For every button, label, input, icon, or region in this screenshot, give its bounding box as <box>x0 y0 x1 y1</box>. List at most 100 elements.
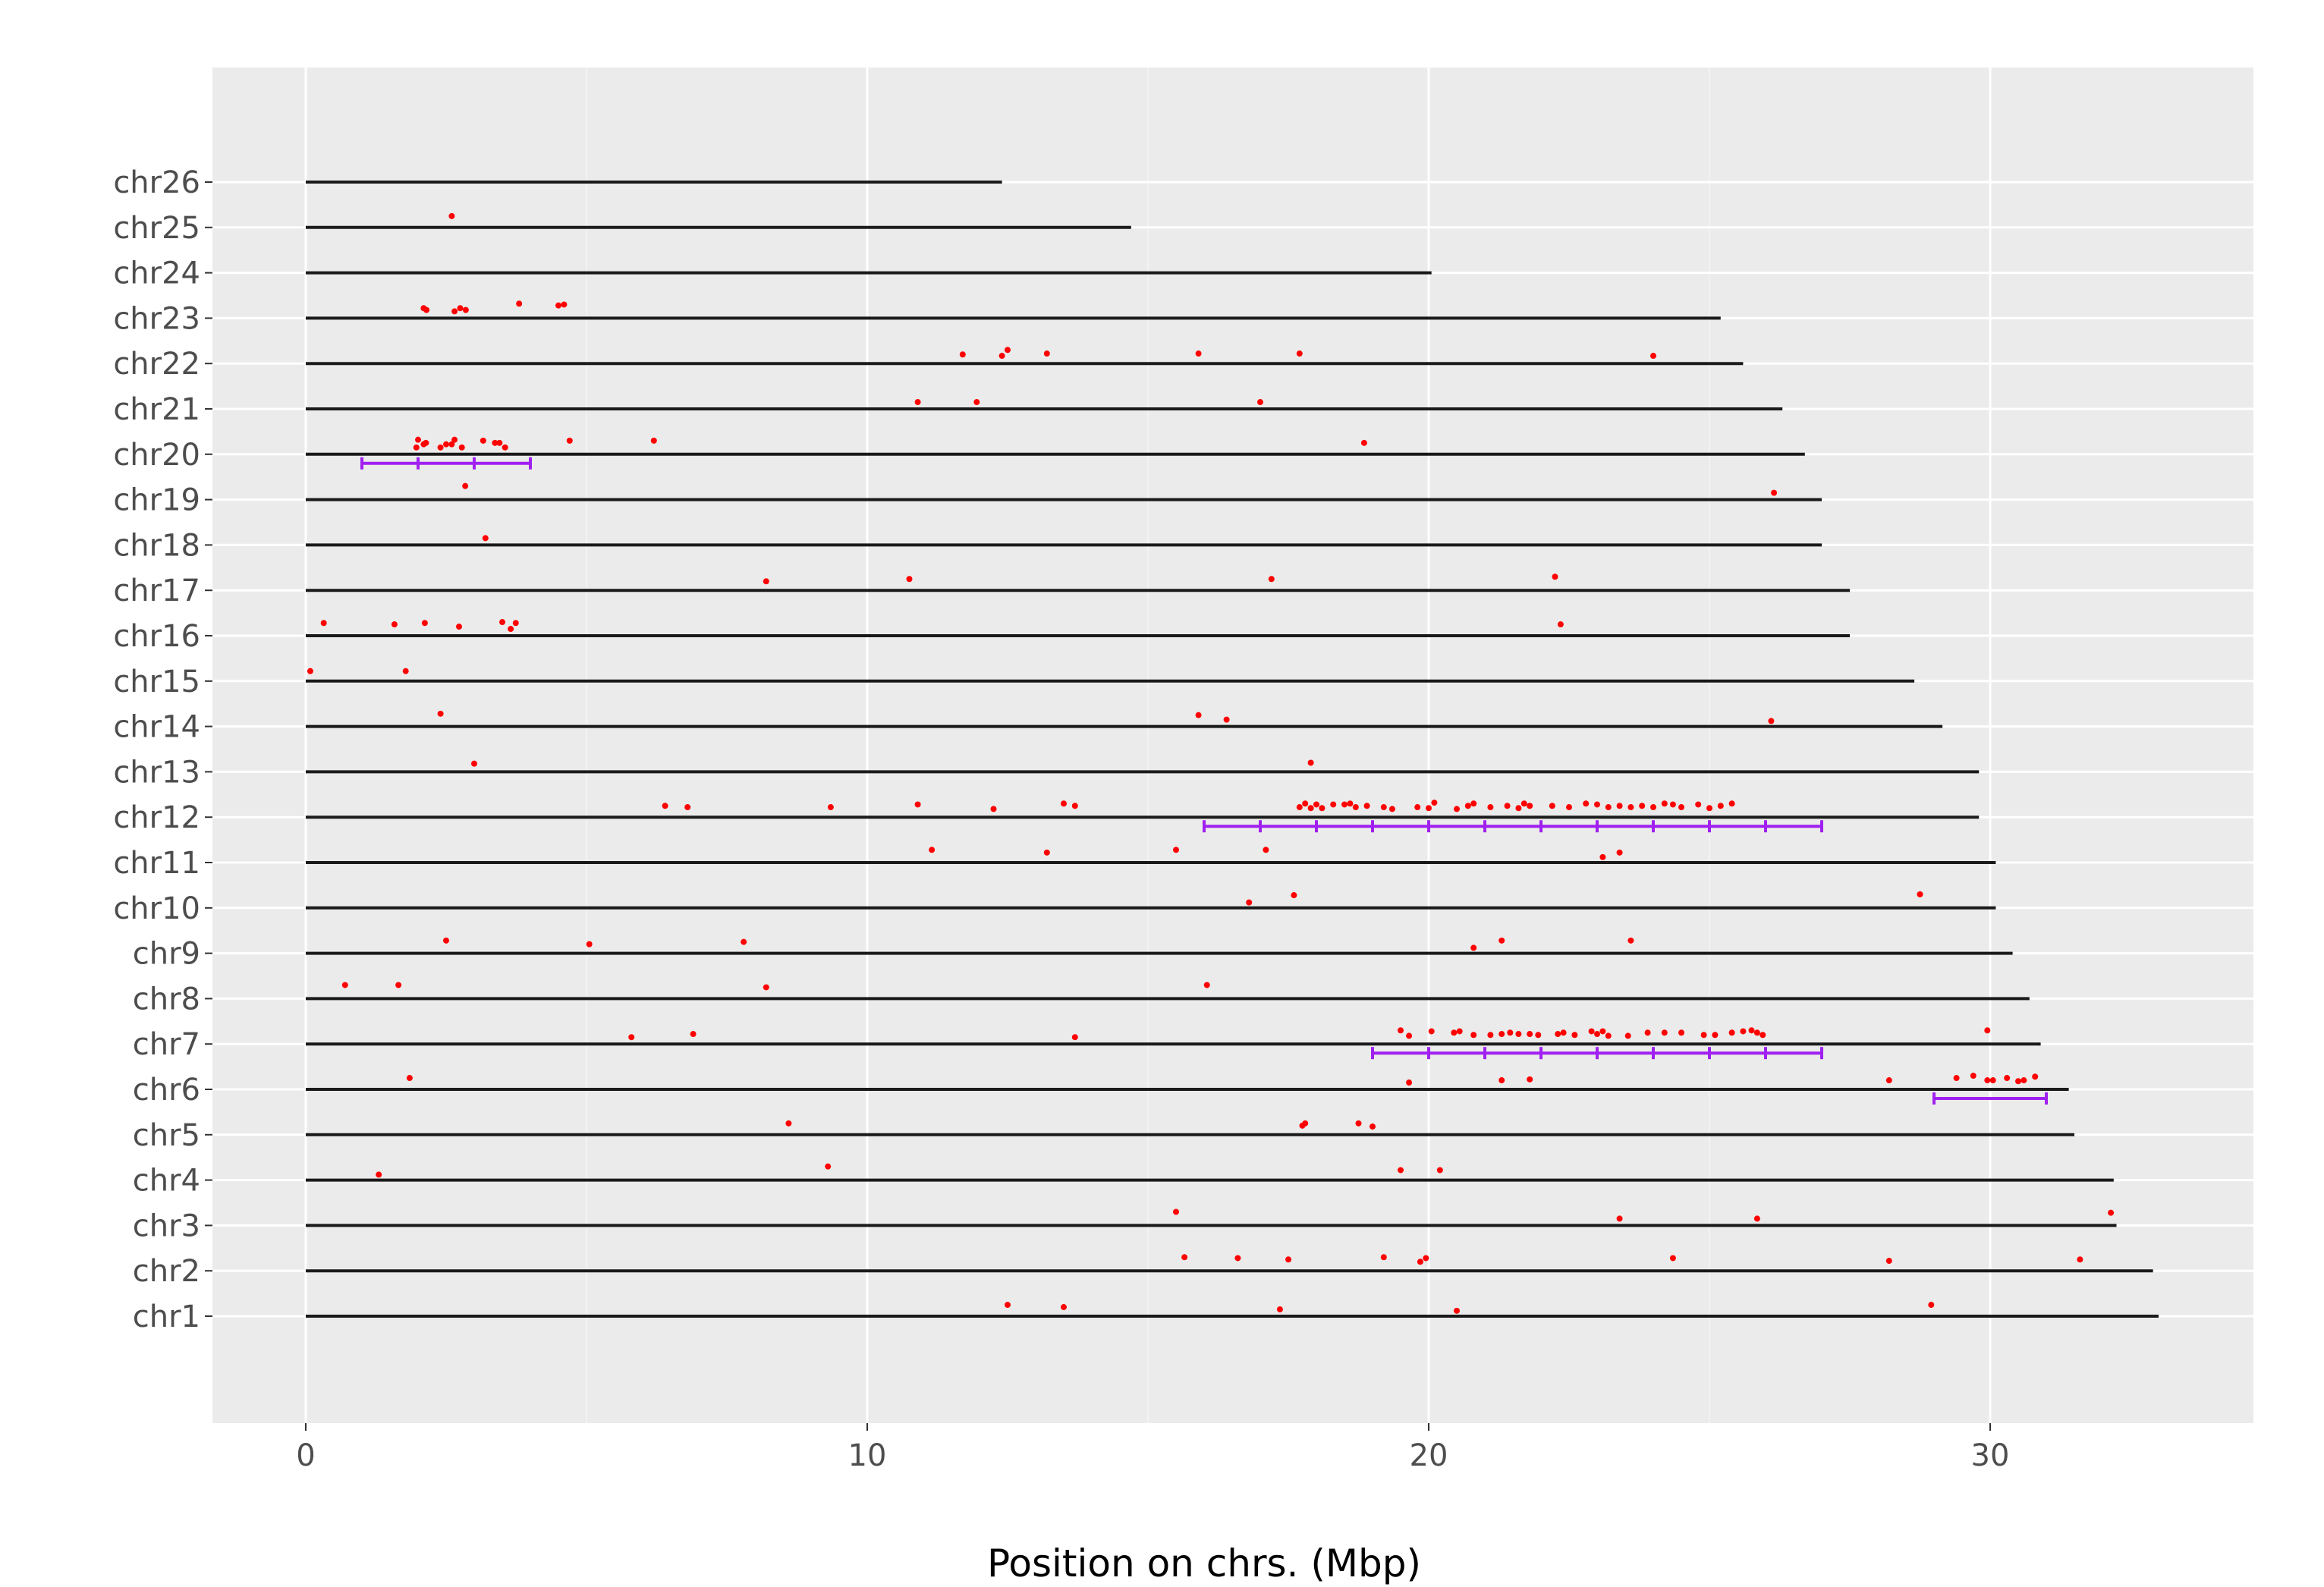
marker-point <box>1436 1167 1443 1174</box>
marker-point <box>1360 439 1367 446</box>
marker-point <box>1431 800 1438 806</box>
y-tick-label: chr1 <box>133 1299 200 1334</box>
marker-point <box>1627 937 1634 944</box>
marker-point <box>1257 399 1263 406</box>
marker-point <box>499 619 505 626</box>
marker-point <box>1989 1077 1996 1084</box>
marker-point <box>421 620 428 627</box>
y-tick-label: chr19 <box>113 483 200 518</box>
marker-point <box>1061 1304 1067 1311</box>
marker-point <box>1195 350 1202 357</box>
y-tick-label: chr2 <box>133 1254 200 1289</box>
marker-point <box>448 441 455 448</box>
marker-point <box>1740 1028 1747 1035</box>
marker-point <box>1594 801 1600 808</box>
marker-point <box>1302 1120 1309 1127</box>
marker-point <box>1616 849 1623 856</box>
y-tick-label: chr13 <box>113 755 200 790</box>
marker-point <box>785 1120 792 1127</box>
marker-point <box>1885 1258 1892 1265</box>
marker-point <box>1454 1307 1460 1314</box>
marker-point <box>1347 800 1354 807</box>
interval-brackets <box>360 457 2048 1105</box>
interval-bracket-chr7 <box>1371 1047 1823 1060</box>
chromosome-lines <box>306 181 2159 1318</box>
marker-point <box>406 1075 413 1082</box>
marker-point <box>1917 891 1923 897</box>
marker-point <box>1552 574 1558 580</box>
marker-point <box>690 1031 697 1038</box>
marker-point <box>555 302 561 309</box>
marker-point <box>1605 804 1612 811</box>
marker-point <box>2004 1075 2011 1082</box>
marker-point <box>566 437 573 444</box>
marker-point <box>448 212 455 219</box>
y-tick-label: chr12 <box>113 800 200 835</box>
marker-point <box>1706 805 1712 812</box>
marker-point <box>462 306 469 313</box>
marker-point <box>1223 716 1230 723</box>
marker-point <box>1195 712 1202 718</box>
marker-point <box>1768 718 1775 724</box>
marker-point <box>1498 937 1505 944</box>
marker-point <box>763 578 769 585</box>
marker-point <box>443 441 449 448</box>
y-tick-label: chr3 <box>133 1208 200 1243</box>
marker-point <box>1417 1259 1423 1265</box>
marker-point <box>1970 1073 1977 1079</box>
interval-bracket-chr6 <box>1932 1092 2048 1105</box>
y-tick-label: chr24 <box>113 256 200 291</box>
marker-point <box>1181 1254 1188 1261</box>
marker-point <box>1700 1032 1707 1039</box>
marker-point <box>1388 806 1395 812</box>
marker-point <box>1414 804 1421 811</box>
marker-point <box>1296 350 1303 357</box>
marker-point <box>1515 1031 1522 1038</box>
y-tick-label: chr5 <box>133 1118 200 1153</box>
marker-point <box>2108 1209 2115 1216</box>
marker-point <box>457 305 464 312</box>
y-tick-label: chr4 <box>133 1164 200 1199</box>
marker-point <box>1661 1029 1668 1036</box>
marker-point <box>1246 899 1253 906</box>
y-tick-label: chr22 <box>113 347 200 382</box>
marker-point <box>2032 1073 2039 1080</box>
marker-point <box>561 301 568 308</box>
marker-point <box>1555 1031 1561 1038</box>
marker-point <box>1363 803 1370 809</box>
marker-point <box>825 1163 832 1170</box>
marker-point <box>423 306 430 313</box>
marker-point <box>462 482 469 489</box>
y-tick-label: chr16 <box>113 619 200 654</box>
marker-point <box>1557 621 1564 628</box>
marker-point <box>1071 803 1078 809</box>
marker-point <box>496 439 503 446</box>
marker-point <box>1302 800 1309 807</box>
marker-point <box>973 399 980 406</box>
marker-point <box>827 804 834 811</box>
marker-point <box>1616 803 1623 809</box>
y-tick-label: chr9 <box>133 937 200 972</box>
marker-point <box>415 436 421 443</box>
marker-point <box>1885 1077 1892 1084</box>
marker-point <box>1661 800 1668 807</box>
marker-point <box>307 668 313 674</box>
marker-point <box>1173 1208 1179 1215</box>
interval-bracket-chr20 <box>360 457 532 470</box>
marker-point <box>1005 347 1011 354</box>
marker-point <box>1928 1302 1935 1309</box>
marker-point <box>2077 1256 2083 1263</box>
marker-point <box>1406 1032 1413 1039</box>
marker-point <box>998 353 1005 360</box>
marker-point <box>516 300 523 307</box>
marker-point <box>1307 759 1314 766</box>
marker-point <box>1624 1032 1631 1039</box>
marker-point <box>413 444 420 451</box>
marker-point <box>1695 801 1702 808</box>
marker-point <box>1605 1032 1612 1039</box>
marker-point <box>451 308 458 315</box>
marker-point <box>1498 1031 1505 1038</box>
panel-background <box>212 68 2253 1423</box>
marker-point <box>1464 803 1471 809</box>
